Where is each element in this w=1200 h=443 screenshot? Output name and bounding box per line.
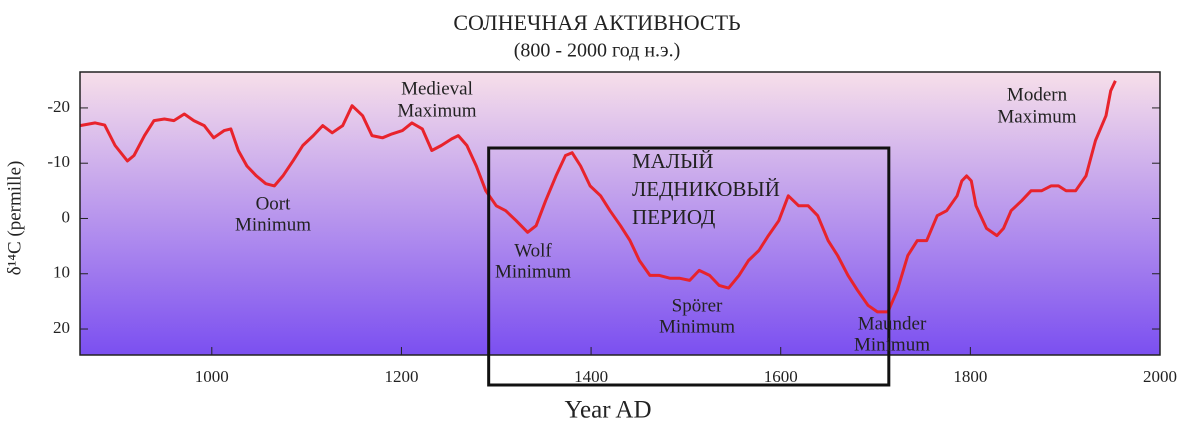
x-tick-label: 1600 [764, 367, 798, 386]
plot-frame [79, 71, 1161, 356]
annotation: Maunder [858, 313, 927, 334]
annotation: Minimum [495, 261, 571, 282]
y-tick-label: -20 [47, 97, 70, 116]
annotation: Wolf [514, 240, 552, 261]
annotation: Modern [1007, 84, 1068, 105]
y-axis-label: δ¹⁴C (permille) [4, 161, 25, 276]
y-tick-label: 10 [53, 263, 70, 282]
data-line [79, 80, 1117, 314]
annotation: Minimum [659, 316, 735, 337]
annotation: Minimum [854, 334, 930, 355]
annotation: Oort [256, 193, 292, 214]
x-tick-label: 1800 [953, 367, 987, 386]
period-box [487, 146, 891, 387]
annotation: Maximum [997, 106, 1076, 127]
x-tick-label: 1200 [384, 367, 418, 386]
annotation: Maximum [397, 100, 476, 121]
y-tick-label: -10 [47, 152, 70, 171]
annotation: ЛЕДНИКОВЫЙ [632, 177, 780, 201]
chart-subtitle: (800 - 2000 год н.э.) [514, 40, 681, 62]
annotation: Minimum [235, 214, 311, 235]
x-tick-label: 1400 [574, 367, 608, 386]
x-tick-label: 2000 [1143, 367, 1177, 386]
annotation: ПЕРИОД [632, 205, 715, 229]
x-tick-label: 1000 [195, 367, 229, 386]
chart-title: СОЛНЕЧНАЯ АКТИВНОСТЬ [453, 10, 740, 35]
y-tick-label: 0 [62, 207, 71, 226]
annotation: Medieval [401, 78, 473, 99]
x-axis-label: Year AD [564, 397, 651, 424]
y-tick-label: 20 [53, 318, 70, 337]
annotation: Spörer [672, 295, 723, 316]
annotation: МАЛЫЙ [632, 149, 714, 173]
